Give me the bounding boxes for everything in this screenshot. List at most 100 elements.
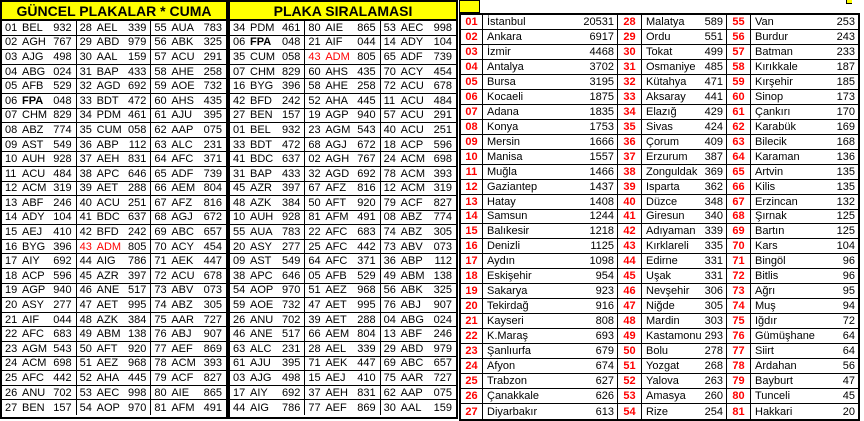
plate-cell[interactable]: 80 AIE 865 (151, 386, 226, 401)
plate-cell[interactable]: 02 AGH 767 (305, 152, 381, 167)
plate-cell[interactable]: 49 ABM 138 (76, 327, 152, 343)
province-rank[interactable]: 30 (618, 44, 642, 60)
province-rank[interactable]: 41 (618, 209, 642, 225)
province-rank[interactable]: 13 (461, 194, 483, 210)
province-cell[interactable]: Adıyaman 339 (642, 224, 727, 240)
plate-cell[interactable]: 43 ADM 805 (76, 239, 152, 255)
province-cell[interactable]: Niğde 305 (642, 299, 727, 315)
province-rank[interactable]: 75 (727, 314, 751, 330)
plate-cell[interactable]: 76 ABJ 907 (151, 327, 226, 343)
province-rank[interactable]: 56 (727, 29, 751, 45)
plate-cell[interactable]: 70 ACY 454 (380, 65, 456, 80)
province-rank[interactable]: 61 (727, 104, 751, 120)
province-rank[interactable]: 19 (461, 284, 483, 300)
plate-cell[interactable]: 16 BYG 396 (230, 79, 306, 94)
province-cell[interactable]: Bayburt 47 (751, 374, 858, 390)
plate-cell[interactable]: 48 AZK 384 (230, 196, 306, 211)
plate-cell[interactable]: 71 AEK 447 (305, 356, 381, 372)
province-rank[interactable]: 49 (618, 329, 642, 345)
province-cell[interactable]: Bingöl 96 (751, 254, 858, 270)
plate-cell[interactable]: 51 AEZ 968 (76, 356, 152, 372)
province-rank[interactable]: 76 (727, 329, 751, 345)
plate-cell[interactable]: 28 AEL 339 (76, 21, 152, 36)
plate-cell[interactable]: 55 AUA 783 (230, 225, 306, 240)
province-rank[interactable]: 18 (461, 269, 483, 285)
province-cell[interactable]: Bilecik 168 (751, 135, 858, 150)
plate-cell[interactable]: 20 ASY 277 (230, 239, 306, 255)
province-cell[interactable]: Bitlis 96 (751, 269, 858, 285)
plate-cell[interactable]: 70 ACY 454 (151, 240, 226, 255)
province-rank[interactable]: 01 (461, 15, 483, 30)
province-rank[interactable]: 29 (618, 29, 642, 45)
plate-cell[interactable]: 25 AFC 442 (305, 239, 381, 255)
plate-cell[interactable]: 62 AAP 075 (380, 386, 456, 401)
province-rank[interactable]: 81 (727, 404, 751, 419)
province-rank[interactable]: 32 (618, 74, 642, 90)
plate-cell[interactable]: 41 BDC 637 (76, 210, 152, 226)
plate-cell[interactable]: 58 AHE 258 (151, 65, 226, 80)
plate-cell[interactable]: 57 ACU 291 (151, 50, 226, 65)
plate-cell[interactable]: 17 AIY 692 (230, 385, 306, 401)
province-rank[interactable]: 60 (727, 89, 751, 105)
province-rank[interactable]: 33 (618, 89, 642, 105)
plate-cell[interactable]: 45 AZR 397 (230, 181, 306, 197)
province-cell[interactable]: Tunceli 45 (751, 389, 858, 405)
province-rank[interactable]: 37 (618, 149, 642, 165)
plate-cell[interactable]: 19 AGP 940 (2, 283, 77, 299)
plate-cell[interactable]: 06 FPA 048 (230, 35, 306, 51)
province-cell[interactable]: Konya 1753 (483, 119, 618, 135)
province-cell[interactable]: Ordu 551 (642, 29, 727, 45)
plate-cell[interactable]: 12 ACM 319 (2, 181, 77, 197)
plate-cell[interactable]: 30 AAL 159 (381, 400, 456, 415)
plate-cell[interactable]: 53 AEC 998 (380, 21, 456, 36)
plate-cell[interactable]: 26 ANU 702 (230, 312, 306, 328)
province-cell[interactable]: Kilis 135 (751, 180, 858, 195)
province-cell[interactable]: Samsun 1244 (483, 209, 618, 225)
province-rank[interactable]: 68 (727, 209, 751, 225)
plate-cell[interactable]: 31 BAP 433 (230, 166, 306, 182)
plate-cell[interactable]: 41 BDC 637 (230, 152, 306, 167)
plate-cell[interactable]: 03 AJG 498 (2, 50, 77, 65)
plate-cell[interactable]: 47 AET 995 (305, 298, 381, 313)
yellow-corner-cell[interactable] (459, 0, 480, 13)
plate-cell[interactable]: 52 AHA 445 (76, 371, 152, 386)
province-rank[interactable]: 45 (618, 269, 642, 285)
province-rank[interactable]: 34 (618, 104, 642, 120)
province-cell[interactable]: Kütahya 471 (642, 74, 727, 90)
plate-cell[interactable]: 39 AET 288 (305, 312, 381, 328)
province-cell[interactable]: Ankara 6917 (483, 29, 618, 45)
province-rank[interactable]: 53 (618, 389, 642, 405)
plate-cell[interactable]: 02 AGH 767 (2, 35, 77, 51)
plate-cell[interactable]: 42 BFD 242 (230, 93, 306, 109)
plate-cell[interactable]: 10 AUH 928 (230, 210, 306, 226)
plate-cell[interactable]: 11 ACU 484 (380, 94, 456, 109)
plate-cell[interactable]: 34 PDM 461 (230, 21, 306, 36)
province-rank[interactable]: 74 (727, 299, 751, 315)
province-cell[interactable]: Şırnak 125 (751, 210, 858, 225)
province-rank[interactable]: 62 (727, 119, 751, 135)
plate-cell[interactable]: 24 ACM 698 (2, 356, 77, 372)
plate-cell[interactable]: 74 ABZ 305 (380, 225, 456, 240)
plate-cell[interactable]: 37 AEH 831 (76, 152, 152, 167)
province-cell[interactable]: Aksaray 441 (642, 89, 727, 105)
province-cell[interactable]: Sakarya 923 (483, 284, 618, 300)
province-rank[interactable]: 16 (461, 239, 483, 255)
plate-cell[interactable]: 67 AFZ 816 (151, 196, 226, 211)
province-rank[interactable]: 77 (727, 344, 751, 360)
province-cell[interactable]: Afyon 674 (483, 359, 618, 375)
plate-cell[interactable]: 27 BEN 157 (2, 400, 77, 415)
province-cell[interactable]: Sivas 424 (642, 119, 727, 135)
province-rank[interactable]: 51 (618, 359, 642, 375)
province-cell[interactable]: Antalya 3702 (483, 59, 618, 75)
plate-cell[interactable]: 09 AST 549 (2, 137, 77, 153)
plate-cell[interactable]: 01 BEL 932 (2, 21, 77, 36)
plate-cell[interactable]: 52 AHA 445 (305, 93, 381, 109)
plate-cell[interactable]: 21 AIF 044 (305, 35, 381, 51)
plate-cell[interactable]: 45 AZR 397 (76, 269, 152, 284)
province-rank[interactable]: 63 (727, 134, 751, 150)
plate-cell[interactable]: 42 BFD 242 (76, 225, 152, 240)
plate-cell[interactable]: 69 ABC 657 (151, 225, 226, 240)
province-cell[interactable]: Diyarbakır 613 (483, 404, 618, 419)
province-cell[interactable]: Hakkari 20 (751, 404, 858, 419)
plate-cell[interactable]: 75 AAR 727 (380, 371, 456, 386)
